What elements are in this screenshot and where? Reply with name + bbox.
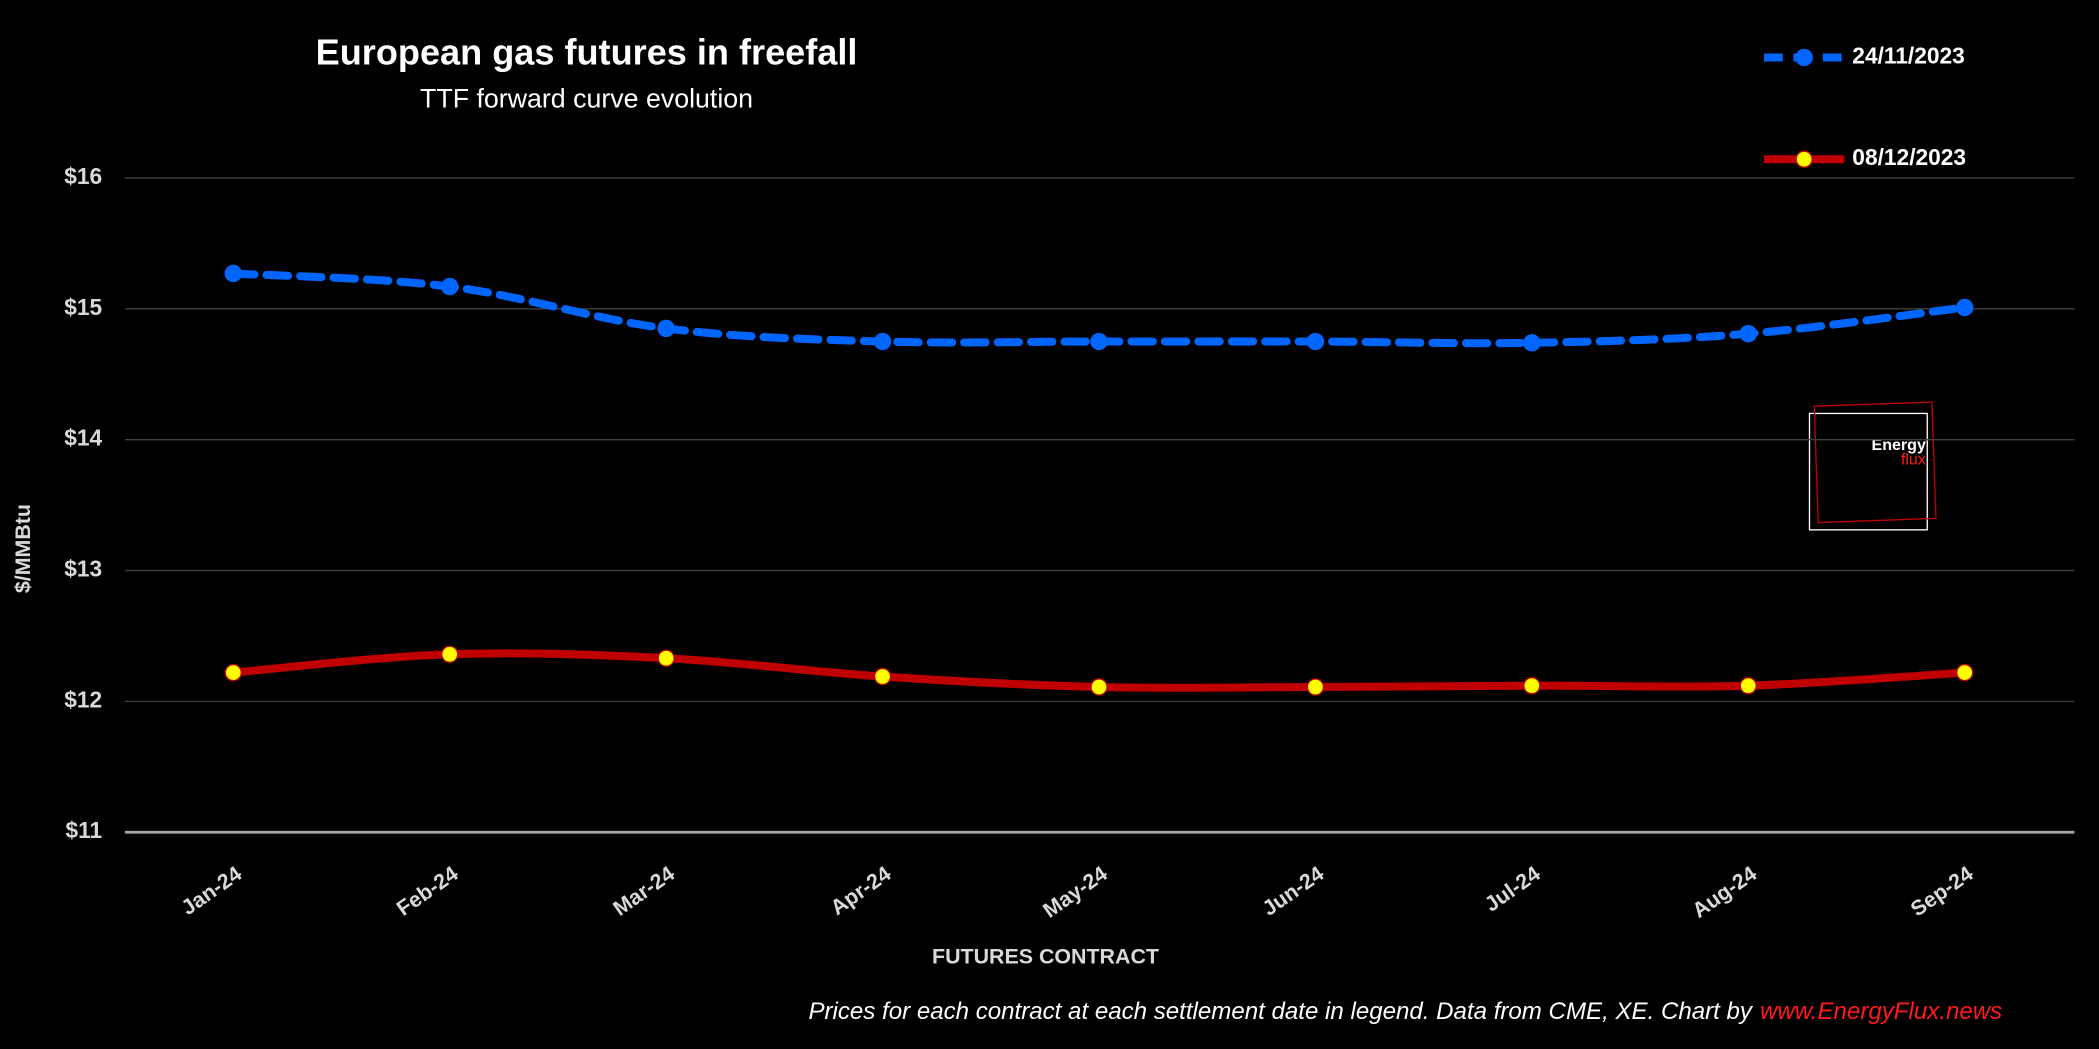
- y-tick-label: $15: [64, 294, 102, 320]
- data-point: [224, 264, 243, 283]
- y-tick-label: $13: [64, 556, 102, 582]
- data-point: [1090, 678, 1108, 696]
- y-tick-label: $14: [64, 425, 102, 451]
- logo-text: flux: [1901, 451, 1926, 469]
- data-point: [1523, 676, 1541, 695]
- data-point: [657, 649, 675, 667]
- data-point: [1739, 676, 1757, 695]
- data-point: [224, 663, 243, 682]
- data-point: [873, 667, 892, 686]
- y-tick-label: $16: [64, 163, 102, 189]
- legend-marker: [1795, 150, 1813, 168]
- legend-label: 24/11/2023: [1852, 43, 1965, 69]
- data-point: [441, 645, 459, 663]
- data-point: [1306, 678, 1325, 696]
- data-point: [1739, 324, 1757, 343]
- data-point: [441, 277, 459, 296]
- data-point: [1523, 334, 1541, 352]
- legend-label: 08/12/2023: [1852, 144, 1966, 170]
- legend-marker: [1795, 48, 1813, 67]
- y-tick-label: $12: [64, 686, 102, 712]
- logo-frame: [1813, 401, 1937, 524]
- chart-title: European gas futures in freefall: [316, 31, 858, 72]
- chart-subtitle: TTF forward curve evolution: [420, 83, 753, 113]
- source-link[interactable]: www.EnergyFlux.news: [1760, 998, 2002, 1025]
- x-axis-title: FUTURES CONTRACT: [932, 945, 1159, 969]
- data-point: [1956, 298, 1974, 317]
- data-point: [657, 319, 675, 338]
- y-tick-label: $11: [66, 817, 103, 843]
- data-point: [1090, 332, 1108, 351]
- data-point: [1956, 663, 1974, 682]
- data-point: [873, 332, 892, 351]
- y-axis-title: $/MMBtu: [11, 504, 35, 593]
- data-point: [1306, 332, 1325, 351]
- logo-frame: [1808, 412, 1928, 531]
- footnote: Prices for each contract at each settlem…: [808, 998, 1753, 1025]
